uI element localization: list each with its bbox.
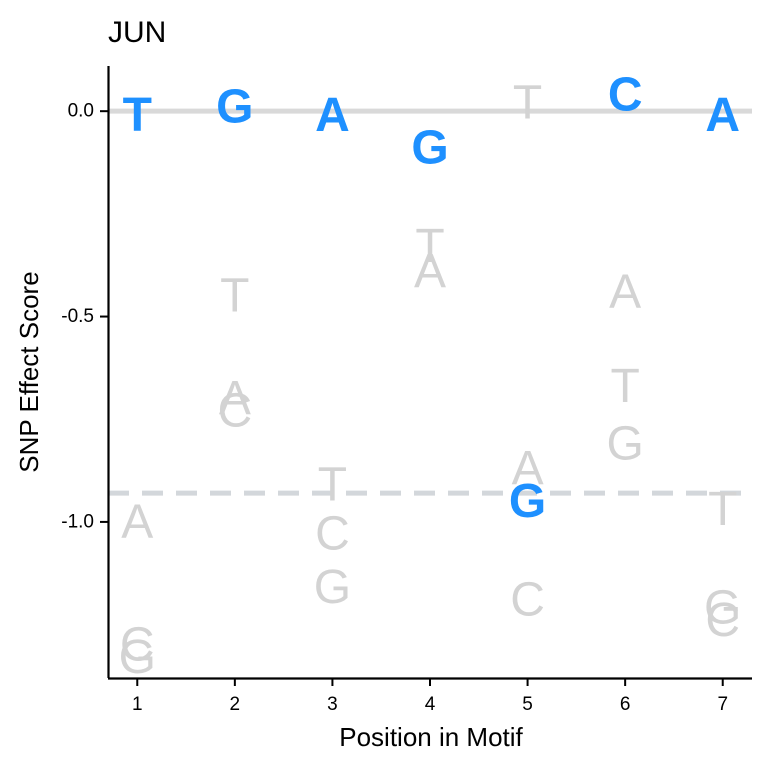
alt-base-T-pos4: T xyxy=(415,220,444,273)
reference-base-T-pos1: T xyxy=(123,89,152,142)
reference-base-A-pos7: A xyxy=(705,89,740,142)
alt-base-G-pos6: G xyxy=(606,417,643,470)
alt-base-T-pos6: T xyxy=(610,360,639,413)
y-axis-label: SNP Effect Score xyxy=(14,271,44,472)
reference-base-G-pos4: G xyxy=(411,122,448,175)
x-tick-label: 2 xyxy=(230,694,241,715)
chart-title: JUN xyxy=(108,16,166,49)
alt-base-A-pos5: A xyxy=(512,442,544,495)
alt-base-T-pos3: T xyxy=(318,458,347,511)
x-tick-label: 3 xyxy=(327,694,338,715)
alt-base-A-pos2: A xyxy=(219,372,251,425)
reference-base-G-pos2: G xyxy=(216,81,253,134)
alt-base-C-pos1: C xyxy=(120,619,155,672)
alt-base-C-pos2: C xyxy=(218,385,253,438)
alt-base-G-pos3: G xyxy=(314,561,351,614)
alt-base-C-pos5: C xyxy=(510,573,545,626)
alt-base-G-pos7: G xyxy=(704,582,741,635)
alt-base-A-pos1: A xyxy=(121,495,153,548)
x-tick-label: 7 xyxy=(717,694,728,715)
x-tick-label: 6 xyxy=(620,694,631,715)
y-tick-label: -1.0 xyxy=(61,511,94,532)
alt-base-C-pos3: C xyxy=(315,508,350,561)
x-tick-label: 4 xyxy=(425,694,436,715)
alt-base-T-pos5: T xyxy=(513,76,542,129)
alt-base-G-pos1: G xyxy=(119,631,156,684)
alt-base-C-pos7: C xyxy=(705,594,740,647)
reference-base-C-pos6: C xyxy=(608,68,643,121)
alt-base-T-pos2: T xyxy=(220,270,249,323)
y-tick-label: 0.0 xyxy=(68,101,94,122)
reference-base-G-pos5: G xyxy=(509,475,546,528)
alt-base-A-pos6: A xyxy=(609,265,641,318)
x-axis-label: Position in Motif xyxy=(339,722,523,752)
y-tick-label: -0.5 xyxy=(61,306,94,327)
x-tick-label: 5 xyxy=(522,694,533,715)
axis-ticks: 1 2 3 4 5 6 7 0.0 -0.5 -1.0 xyxy=(61,101,728,715)
alt-base-T-pos7: T xyxy=(708,483,737,536)
alt-base-A-pos4: A xyxy=(414,245,446,298)
x-tick-label: 1 xyxy=(132,694,143,715)
reference-base-A-pos3: A xyxy=(315,89,350,142)
